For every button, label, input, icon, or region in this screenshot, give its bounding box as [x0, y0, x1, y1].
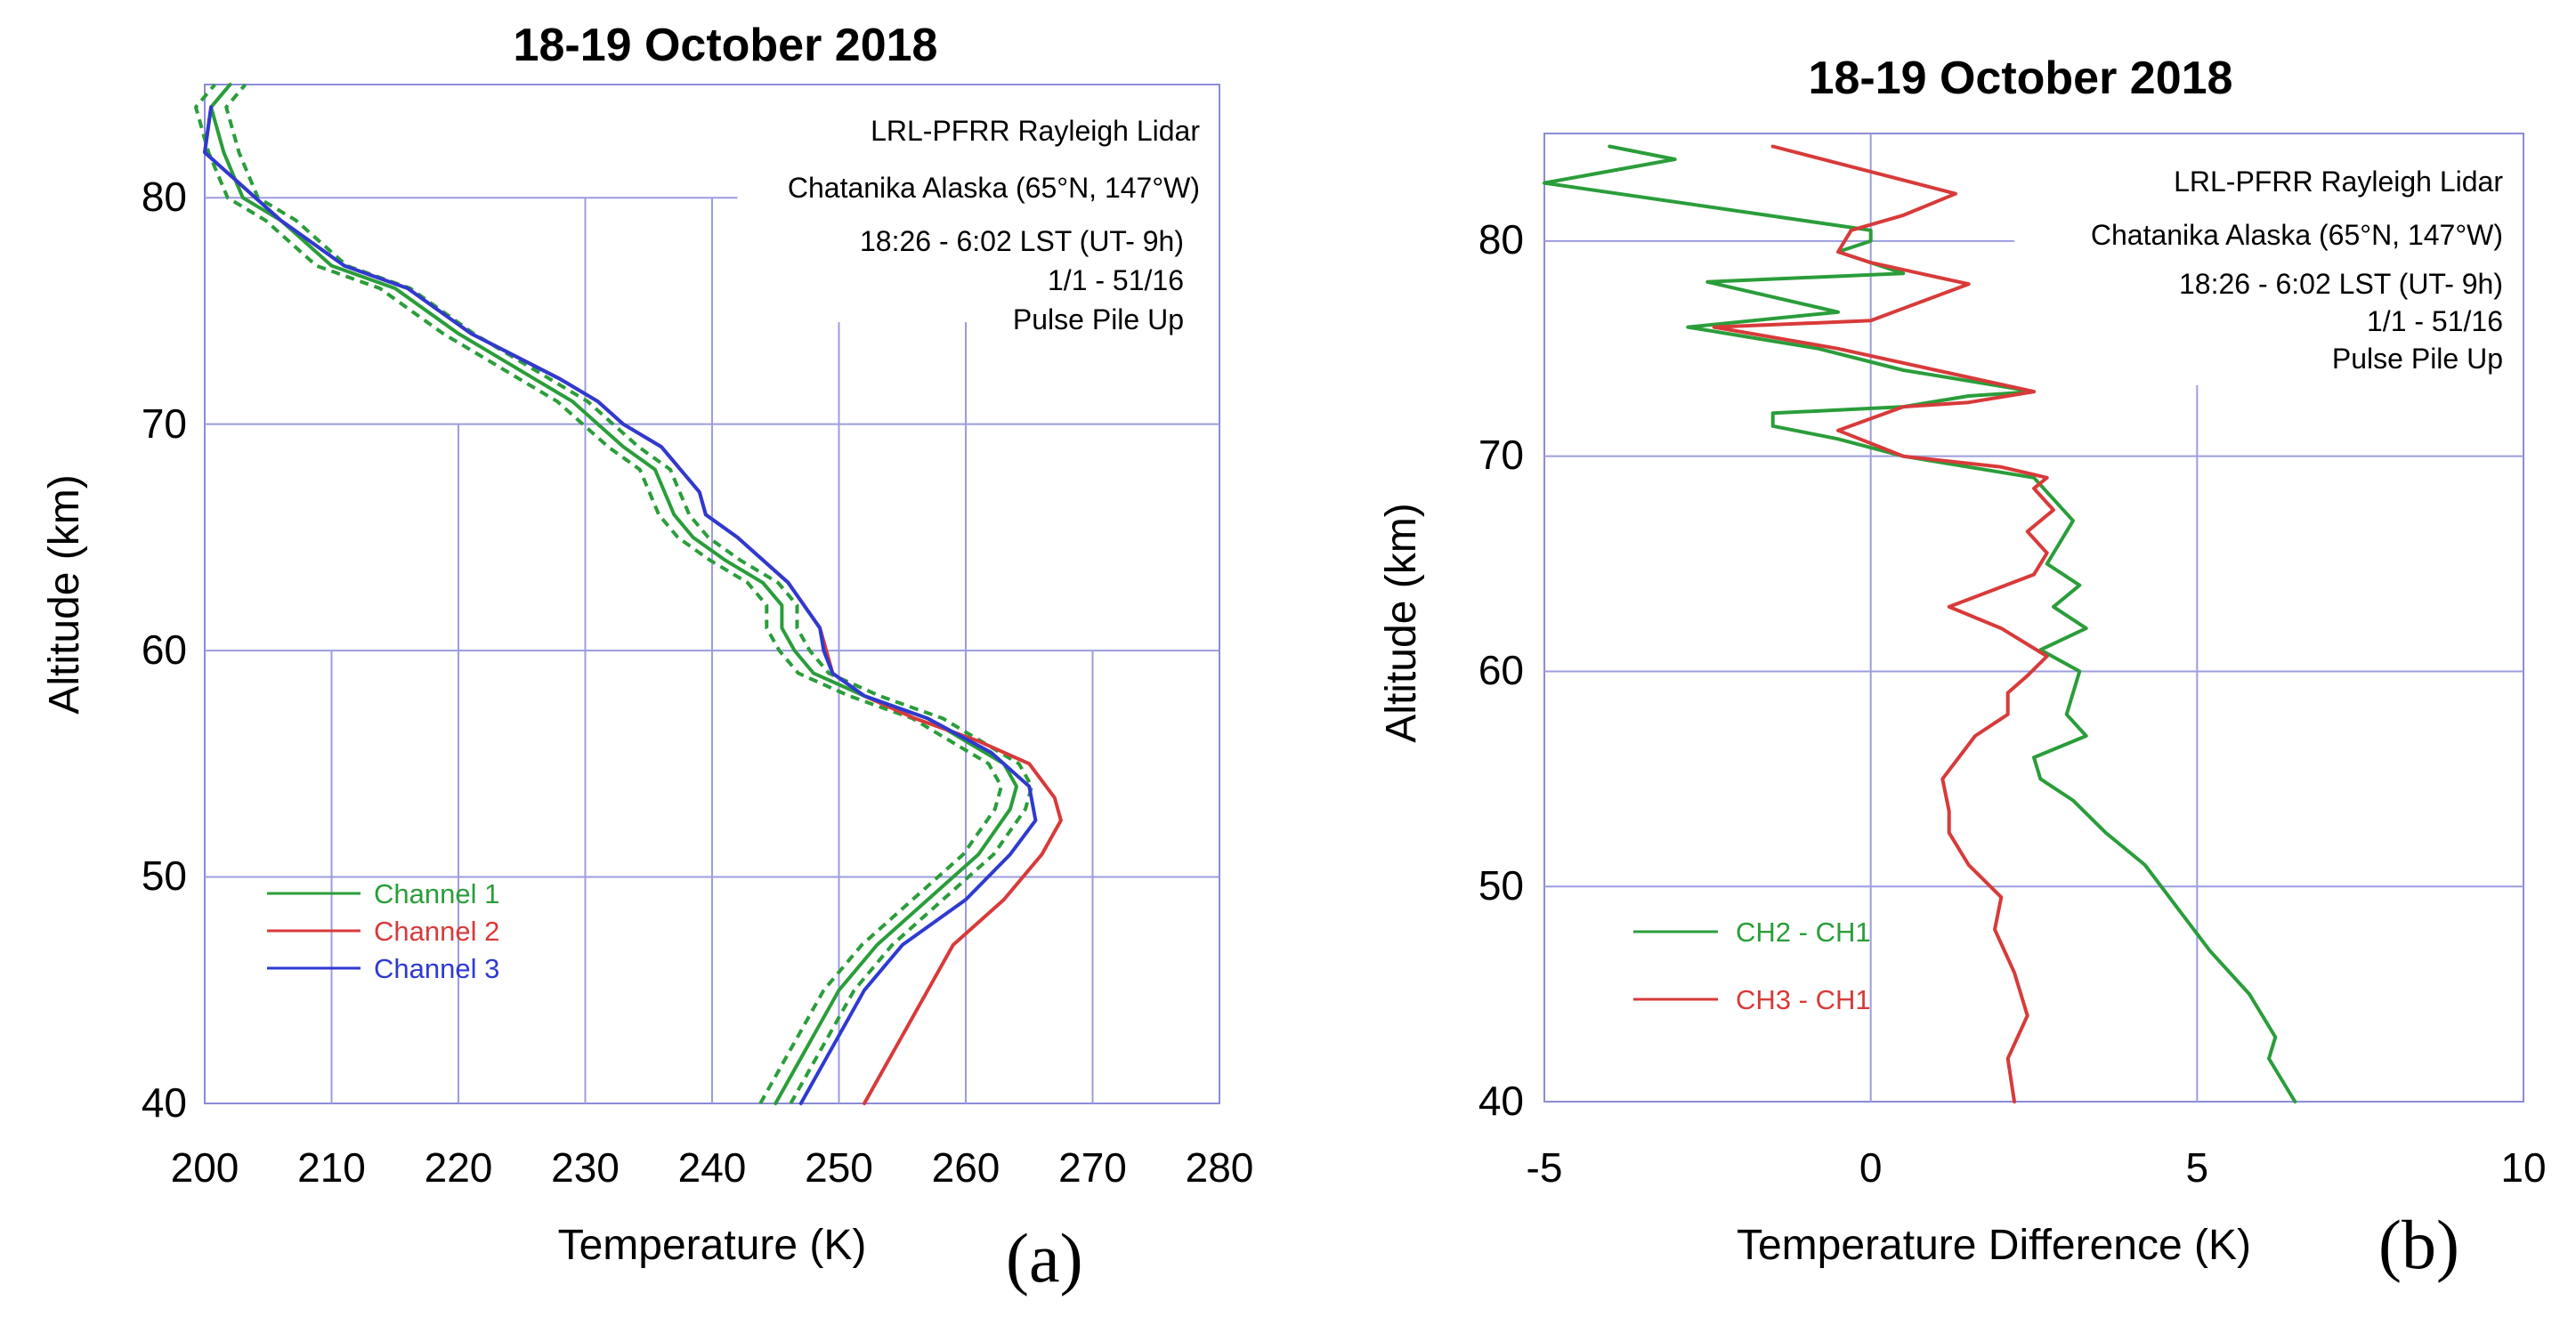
panel-b-y-tick-50: 50: [1478, 862, 1524, 909]
panel-a-x-tick-210: 210: [297, 1144, 366, 1191]
panel-a-annotation-dates: 1/1 - 51/16: [1048, 264, 1184, 296]
panel-b-annotations: LRL-PFRR Rayleigh Lidar Chatanika Alaska…: [2091, 166, 2503, 375]
panel-a-y-tick-60: 60: [142, 626, 187, 673]
panel-a-annotation-instrument: LRL-PFRR Rayleigh Lidar: [871, 115, 1200, 147]
panel-a-x-tick-260: 260: [932, 1144, 1000, 1191]
panel-b-series-ch2-ch1: [1543, 144, 2297, 1103]
panel-a: 18-19 October 2018 200 210 220 230 240 2…: [41, 20, 1253, 1297]
panel-a-y-tick-80: 80: [142, 174, 187, 220]
panel-a-x-axis-label: Temperature (K): [558, 1222, 867, 1269]
panel-b-series-ch3-ch1: [1712, 144, 2055, 1103]
panel-a-series-channel-1-envelope-lower: [194, 83, 1003, 1104]
panel-a-x-tick-220: 220: [425, 1144, 493, 1191]
panel-a-x-tick-250: 250: [805, 1144, 873, 1191]
panel-a-legend: Channel 1 Channel 2 Channel 3: [267, 878, 499, 984]
panel-b-tag: (b): [2378, 1206, 2459, 1283]
panel-b-annotation-location: Chatanika Alaska (65°N, 147°W): [2091, 219, 2503, 251]
panel-b-annotation-dates: 1/1 - 51/16: [2367, 305, 2503, 337]
panel-a-y-tick-70: 70: [142, 400, 187, 447]
panel-a-y-tick-50: 50: [142, 852, 187, 899]
panel-a-series-channel-3: [203, 105, 1038, 1105]
panel-a-annotation-correction: Pulse Pile Up: [1013, 303, 1184, 335]
panel-a-title: 18-19 October 2018: [514, 20, 938, 71]
panel-b-x-axis-label: Temperature Difference (K): [1737, 1222, 2251, 1269]
panel-b-x-ticks: -5 0 5 10: [1527, 1144, 2547, 1191]
panel-b-x-tick-0: 0: [1859, 1144, 1883, 1191]
panel-b-x-tick-10: 10: [2500, 1144, 2546, 1191]
panel-a-tag: (a): [1006, 1219, 1083, 1297]
panel-a-series-channel-1: [209, 83, 1018, 1105]
panel-a-x-ticks: 200 210 220 230 240 250 260 270 280: [171, 1144, 1254, 1191]
panel-a-y-ticks: 40 50 60 70 80: [142, 174, 187, 1126]
panel-a-x-tick-240: 240: [678, 1144, 747, 1191]
panel-a-annotations: LRL-PFRR Rayleigh Lidar Chatanika Alaska…: [788, 115, 1200, 335]
panel-a-x-tick-270: 270: [1058, 1144, 1127, 1191]
panel-b-y-tick-70: 70: [1478, 432, 1524, 478]
panel-b-y-tick-80: 80: [1478, 216, 1524, 263]
panel-a-y-tick-40: 40: [142, 1079, 187, 1126]
panel-a-legend-channel-3: Channel 3: [374, 953, 499, 984]
panel-b-x-tick-neg5: -5: [1527, 1144, 1563, 1191]
panel-b-title: 18-19 October 2018: [1809, 53, 2233, 104]
panel-a-x-tick-280: 280: [1186, 1144, 1254, 1191]
panel-b-y-axis-label: Altitude (km): [1378, 503, 1425, 742]
panel-b-annotation-time: 18:26 - 6:02 LST (UT- 9h): [2179, 268, 2503, 300]
panel-b-y-ticks: 40 50 60 70 80: [1478, 216, 1524, 1124]
panel-b-legend-ch3-ch1: CH3 - CH1: [1736, 984, 1871, 1015]
panel-b: 18-19 October 2018 -5 0 5 10 40 50 60 70…: [1378, 53, 2547, 1283]
panel-b-legend: CH2 - CH1 CH3 - CH1: [1633, 917, 1871, 1015]
panel-a-legend-channel-2: Channel 2: [374, 916, 499, 947]
panel-b-y-tick-60: 60: [1478, 647, 1524, 693]
panel-a-annotation-location: Chatanika Alaska (65°N, 147°W): [788, 172, 1200, 204]
panel-b-series: [1543, 144, 2297, 1103]
panel-b-annotation-correction: Pulse Pile Up: [2332, 343, 2503, 375]
panel-b-y-tick-40: 40: [1478, 1078, 1524, 1124]
panel-a-x-tick-230: 230: [551, 1144, 620, 1191]
panel-b-plot-frame: [1543, 133, 2524, 1103]
panel-b-annotation-instrument: LRL-PFRR Rayleigh Lidar: [2174, 166, 2503, 198]
panel-a-series: [194, 83, 1063, 1105]
panel-a-legend-channel-1: Channel 1: [374, 878, 499, 909]
panel-a-annotation-time: 18:26 - 6:02 LST (UT- 9h): [860, 225, 1184, 257]
panel-a-y-axis-label: Altitude (km): [41, 474, 88, 714]
panel-a-x-tick-200: 200: [171, 1144, 239, 1191]
panel-b-legend-ch2-ch1: CH2 - CH1: [1736, 917, 1871, 948]
panel-b-x-tick-5: 5: [2186, 1144, 2209, 1191]
